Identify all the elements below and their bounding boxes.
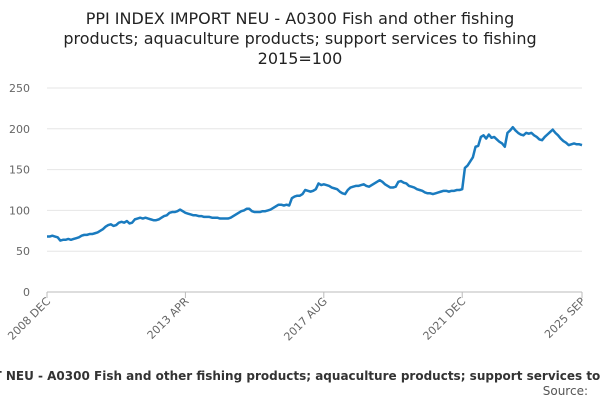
y-tick-label: 150 (9, 164, 30, 177)
y-tick-label: 50 (16, 245, 30, 258)
x-tick-label: 2025 SEP (542, 295, 588, 341)
y-tick-label: 100 (9, 204, 30, 217)
y-tick-label: 0 (23, 286, 30, 299)
x-tick-label: 2017 AUG (281, 295, 330, 344)
chart-title: PPI INDEX IMPORT NEU - A0300 Fish and ot… (86, 9, 515, 28)
data-line (47, 125, 583, 242)
source: Source: (543, 384, 588, 398)
x-tick-label: 2013 APR (145, 295, 192, 342)
chart-title: 2015=100 (258, 49, 343, 68)
y-tick-label: 200 (9, 123, 30, 136)
chart-title: products; aquaculture products; support … (63, 29, 536, 48)
x-tick-label: 2021 DEC (421, 295, 469, 343)
x-tick-label: 2008 DEC (5, 295, 53, 343)
caption: PPI INDEX IMPORT NEU - A0300 Fish and ot… (0, 369, 600, 383)
y-tick-label: 250 (9, 82, 30, 95)
